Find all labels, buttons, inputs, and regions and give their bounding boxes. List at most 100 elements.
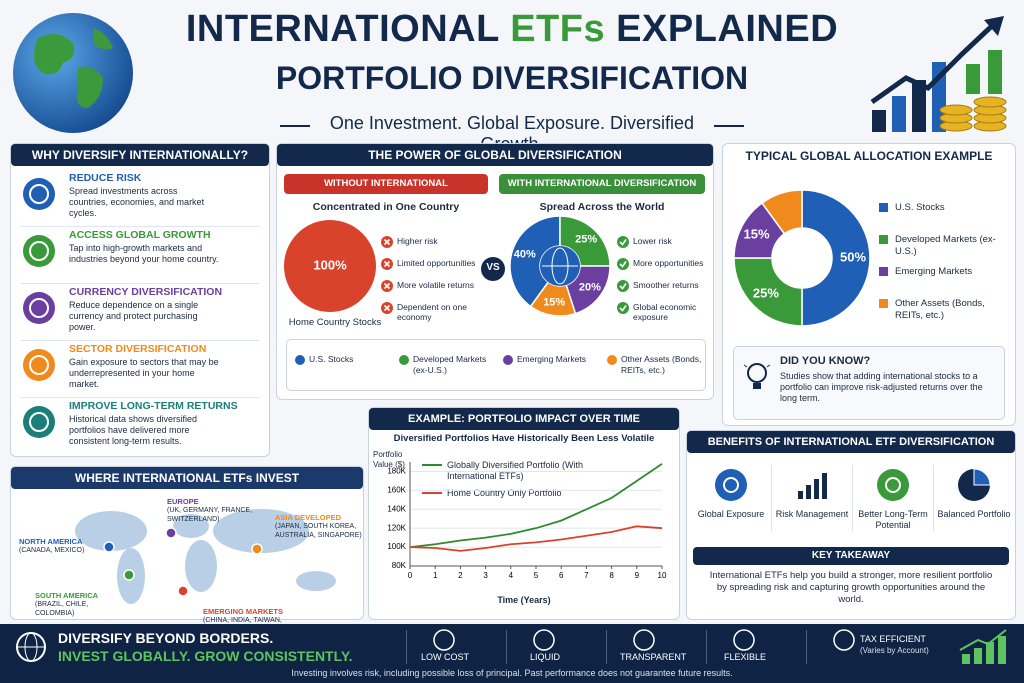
icon-dot — [617, 302, 629, 314]
item-icon — [23, 235, 55, 267]
footer: DIVERSIFY BEYOND BORDERS. INVEST GLOBALL… — [0, 624, 1024, 683]
takeaway-text: International ETFs help you build a stro… — [709, 570, 993, 605]
icon-core — [29, 298, 49, 318]
icon-slice — [973, 468, 991, 486]
icon-dot — [617, 280, 629, 292]
legend-dot — [607, 355, 617, 365]
divider — [406, 630, 407, 664]
legend-label: Emerging Markets — [895, 266, 973, 277]
feature-label: FLEXIBLE — [723, 652, 767, 662]
legend-box — [286, 339, 706, 391]
legend-label: Other Assets (Bonds, REITs, etc.) — [621, 354, 702, 375]
did-you-know: DID YOU KNOW? Studies show that adding i… — [733, 346, 1005, 420]
allocation-panel: TYPICAL GLOBAL ALLOCATION EXAMPLE DID YO… — [722, 143, 1016, 426]
item-icon — [23, 406, 55, 438]
rule — [280, 125, 310, 127]
map-pin — [251, 543, 263, 555]
item-text: Gain exposure to sectors that may be und… — [69, 357, 219, 389]
icon-circle — [733, 629, 755, 651]
legend-swatch — [607, 355, 617, 365]
item-text: Tap into high-growth markets and industr… — [69, 243, 219, 264]
continent — [173, 514, 209, 538]
icon-circle — [533, 629, 555, 651]
icon-circle — [715, 469, 747, 501]
legend-label: U.S. Stocks — [309, 354, 354, 364]
bullet-text: Global economic exposure — [633, 302, 697, 322]
feature-label: LIQUID — [529, 652, 560, 662]
icon-bar — [814, 479, 819, 499]
feature-icon — [733, 629, 755, 651]
icon-ring — [23, 292, 55, 324]
chart-title: Spread Across the World — [539, 201, 665, 213]
feature-icon — [633, 629, 655, 651]
divider — [21, 226, 259, 227]
icon-core — [723, 477, 739, 493]
map-pin — [103, 541, 115, 553]
icon-mark — [383, 282, 391, 290]
title: INTERNATIONAL ETFs EXPLAINED — [140, 8, 884, 51]
legend-label: Developed Markets (ex-U.S.) — [413, 354, 487, 375]
panel-header: EXAMPLE: PORTFOLIO IMPACT OVER TIME — [369, 408, 679, 430]
panel-header: WHERE INTERNATIONAL ETFs INVEST — [11, 467, 363, 489]
did-you-know-text: Studies show that adding international s… — [780, 371, 983, 403]
icon-core — [29, 412, 49, 432]
where-panel: WHERE INTERNATIONAL ETFs INVEST NORTH AM… — [10, 466, 364, 633]
chart-title: Concentrated in One Country — [312, 201, 460, 213]
slogan-2: INVEST GLOBALLY. GROW CONSISTENTLY. — [58, 648, 353, 664]
globe-icon — [16, 632, 46, 662]
item-heading: CURRENCY DIVERSIFICATION — [69, 286, 223, 298]
item-heading: SECTOR DIVERSIFICATION — [69, 343, 207, 355]
divider — [21, 397, 259, 398]
legend-swatch — [399, 355, 409, 365]
example-panel: EXAMPLE: PORTFOLIO IMPACT OVER TIME Dive… — [368, 407, 680, 620]
icon-mark — [619, 239, 627, 246]
why-panel: WHY DIVERSIFY INTERNATIONALLY? REDUCE RI… — [10, 143, 270, 457]
panel-header: BENEFITS OF INTERNATIONAL ETF DIVERSIFIC… — [687, 431, 1015, 453]
benefit-label: Better Long-Term Potential — [858, 509, 928, 530]
did-you-know-title: DID YOU KNOW? — [780, 355, 871, 367]
icon-dot — [617, 258, 629, 270]
icon-bar — [806, 485, 811, 499]
without-label: WITHOUT INTERNATIONAL DIVERSIFICATION — [284, 174, 488, 209]
region-detail: (UK, GERMANY, FRANCE, SWITZERLAND) — [167, 507, 253, 523]
panel-header: THE POWER OF GLOBAL DIVERSIFICATION — [277, 144, 713, 166]
continent — [185, 540, 217, 592]
icon-core — [29, 184, 49, 204]
icon-mark — [383, 304, 391, 312]
pie-category: Home Country Stocks — [288, 317, 382, 328]
bullet-text: Limited opportunities — [397, 258, 476, 268]
map-pin — [165, 527, 177, 539]
item-icon — [23, 178, 55, 210]
panel-header: TYPICAL GLOBAL ALLOCATION EXAMPLE — [745, 149, 993, 163]
bullet-text: Dependent on one economy — [397, 302, 467, 322]
title-start: INTERNATIONAL — [185, 8, 500, 50]
legend-label: Home Country Only Portfolio — [447, 488, 562, 498]
globe-logo — [13, 13, 133, 133]
check-icon — [617, 280, 629, 292]
divider — [771, 465, 772, 531]
legend-swatch — [879, 267, 888, 276]
title-end: EXPLAINED — [616, 8, 839, 50]
continent — [213, 509, 309, 553]
legend-dot — [399, 355, 409, 365]
legend-label: Other Assets (Bonds, REITs, etc.) — [895, 298, 985, 321]
divider — [506, 630, 507, 664]
divider — [806, 630, 807, 664]
vs-circle — [481, 257, 505, 281]
item-icon — [23, 292, 55, 324]
chart-subtitle: Diversified Portfolios Have Historically… — [393, 433, 655, 444]
icon-bar — [822, 473, 827, 499]
continent — [296, 571, 336, 591]
world-map — [75, 509, 336, 604]
icon-ring — [23, 349, 55, 381]
icon-core — [29, 241, 49, 261]
feature-label: LOW COST — [420, 652, 469, 662]
icon-mark — [619, 305, 627, 312]
benefit-icon — [798, 473, 827, 499]
icon-mark — [619, 283, 627, 290]
region-name: EUROPE — [167, 497, 199, 506]
vs-text: VS — [486, 262, 500, 273]
rule — [714, 125, 744, 127]
item-heading: ACCESS GLOBAL GROWTH — [69, 229, 211, 241]
benefits-panel: BENEFITS OF INTERNATIONAL ETF DIVERSIFIC… — [686, 430, 1016, 620]
